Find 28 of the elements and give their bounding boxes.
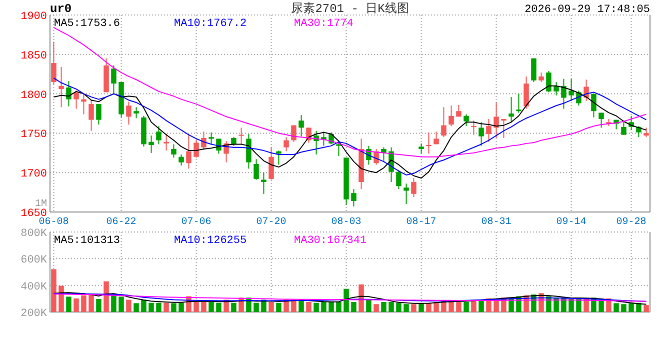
x-tick-label: 09-28 [616, 217, 646, 228]
y-tick-label: 1800 [20, 90, 47, 102]
text: MA10:126255 [174, 235, 247, 247]
y-tick-label: 1900 [20, 11, 47, 23]
y-tick-label: 600K [20, 254, 48, 267]
x-tick-label: 07-06 [181, 217, 212, 228]
x-tick-label: 06-22 [106, 217, 136, 228]
text: MA5:1753.6 [54, 18, 120, 30]
y-tick-label: 800K [20, 228, 48, 240]
text: MA30:167341 [294, 235, 368, 247]
y-tick-label: 1750 [20, 129, 47, 142]
x-tick-label: 09-14 [556, 217, 586, 228]
text: MA10:1767.2 [174, 18, 247, 30]
text: MA30:1774 [294, 18, 354, 30]
line-series [53, 292, 647, 305]
x-tick-label: 08-17 [406, 217, 436, 228]
text: 1M [34, 199, 47, 210]
annotation: 2026-09-29 17:48:05 [524, 4, 650, 16]
y-tick-label: 1850 [20, 50, 47, 62]
x-tick-label: 07-20 [256, 217, 286, 228]
x-tick-label: 08-31 [481, 217, 512, 228]
y-tick-label: 200K [20, 308, 48, 320]
chart-subtitle: ur0 [50, 2, 72, 16]
chart-title: 尿素2701 - 日K线图 [291, 2, 409, 16]
y-tick-label: 400K [20, 281, 48, 294]
x-tick-label: 08-03 [331, 217, 362, 228]
text: MA5:101313 [54, 235, 120, 247]
y-tick-label: 1700 [20, 168, 47, 181]
